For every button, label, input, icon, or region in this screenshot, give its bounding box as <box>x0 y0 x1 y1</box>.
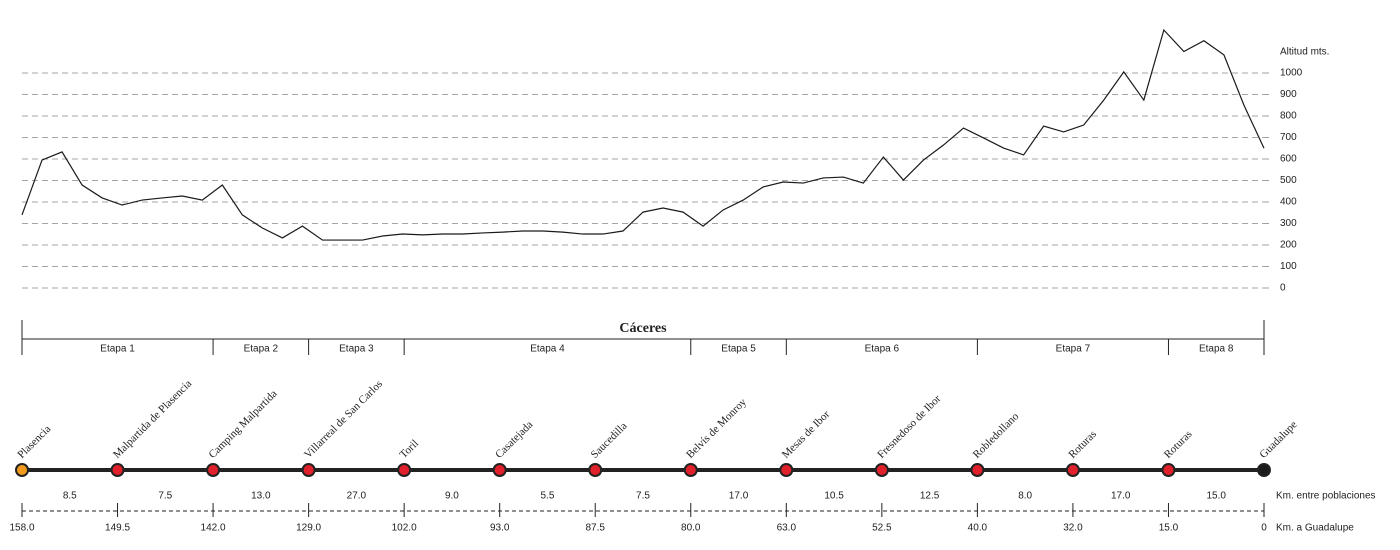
town-label: Robledollano <box>971 410 1022 461</box>
remaining-km: 129.0 <box>296 523 321 534</box>
remaining-km: 102.0 <box>392 523 417 534</box>
region-title: Cáceres <box>619 321 667 336</box>
town-dot <box>970 463 985 477</box>
y-tick-label: 1000 <box>1280 68 1303 79</box>
segment-km: 7.5 <box>158 491 172 502</box>
remaining-km: 40.0 <box>968 523 988 534</box>
town-label: Roturas <box>1066 428 1099 461</box>
town-label: Camping Malpartida <box>207 388 280 461</box>
town-dot <box>683 463 698 477</box>
remaining-km: 52.5 <box>872 523 892 534</box>
segment-km: 13.0 <box>251 491 271 502</box>
remaining-label: Km. a Guadalupe <box>1276 523 1354 534</box>
remaining-km: 142.0 <box>201 523 226 534</box>
town-label: Toril <box>398 437 422 461</box>
town-dot <box>301 463 316 477</box>
y-tick-label: 100 <box>1280 261 1297 272</box>
segment-km: 12.5 <box>920 491 940 502</box>
y-axis-label: Altitud mts. <box>1280 47 1329 58</box>
y-tick-label: 800 <box>1280 111 1297 122</box>
remaining-km: 80.0 <box>681 523 701 534</box>
segment-km: 8.5 <box>63 491 77 502</box>
town-label: Guadalupe <box>1257 419 1299 461</box>
town-label: Belvís de Monroy <box>684 396 749 461</box>
y-tick-label: 600 <box>1280 154 1297 165</box>
town-dot <box>1161 463 1176 477</box>
town-label: Mesas de Ibor <box>780 408 833 461</box>
stage-label: Etapa 4 <box>530 344 565 355</box>
y-tick-label: 900 <box>1280 89 1297 100</box>
segment-km: 9.0 <box>445 491 459 502</box>
segment-km: 17.0 <box>1111 491 1131 502</box>
y-tick-label: 700 <box>1280 132 1297 143</box>
remaining-km: 32.0 <box>1063 523 1083 534</box>
y-tick-label: 400 <box>1280 197 1297 208</box>
remaining-km: 158.0 <box>9 523 34 534</box>
segment-km: 17.0 <box>729 491 749 502</box>
remaining-km: 15.0 <box>1159 523 1179 534</box>
segment-label: Km. entre poblaciones <box>1276 491 1376 502</box>
stage-label: Etapa 3 <box>339 344 374 355</box>
remaining-km: 93.0 <box>490 523 510 534</box>
town-label: Fresnedoso de Ibor <box>875 393 943 461</box>
town-dot <box>588 463 603 477</box>
stage-label: Etapa 1 <box>100 344 135 355</box>
y-tick-label: 500 <box>1280 175 1297 186</box>
town-dot <box>110 463 125 477</box>
town-label: Saucedilla <box>589 420 630 461</box>
town-label: Roturas <box>1162 428 1195 461</box>
stage-label: Etapa 6 <box>865 344 900 355</box>
stage-label: Etapa 7 <box>1056 344 1091 355</box>
segment-km: 8.0 <box>1018 491 1032 502</box>
segment-km: 7.5 <box>636 491 650 502</box>
stage-label: Etapa 8 <box>1199 344 1234 355</box>
profile-line <box>21 28 1265 241</box>
y-tick-label: 200 <box>1280 240 1297 251</box>
y-tick-label: 0 <box>1280 283 1286 294</box>
town-dot <box>206 463 221 477</box>
segment-km: 5.5 <box>541 491 555 502</box>
segment-km: 27.0 <box>347 491 367 502</box>
segment-km: 10.5 <box>824 491 844 502</box>
stage-label: Etapa 2 <box>244 344 279 355</box>
stage-label: Etapa 5 <box>721 344 756 355</box>
remaining-km: 0 <box>1261 523 1267 534</box>
segment-km: 15.0 <box>1206 491 1226 502</box>
y-tick-label: 300 <box>1280 218 1297 229</box>
town-dot <box>397 463 412 477</box>
town-dot <box>15 463 29 477</box>
remaining-km: 63.0 <box>777 523 797 534</box>
town-dot <box>492 463 507 477</box>
remaining-km: 149.5 <box>105 523 130 534</box>
remaining-km: 87.5 <box>585 523 605 534</box>
town-dot <box>779 463 794 477</box>
town-label: Villarreal de San Carlos <box>302 378 385 461</box>
town-dot <box>1257 463 1271 477</box>
town-label: Malpartida de Plasencia <box>111 378 194 461</box>
town-label: Casatejada <box>493 419 535 461</box>
town-dot <box>874 463 889 477</box>
town-label: Plasencia <box>15 423 53 461</box>
town-dot <box>1065 463 1080 477</box>
